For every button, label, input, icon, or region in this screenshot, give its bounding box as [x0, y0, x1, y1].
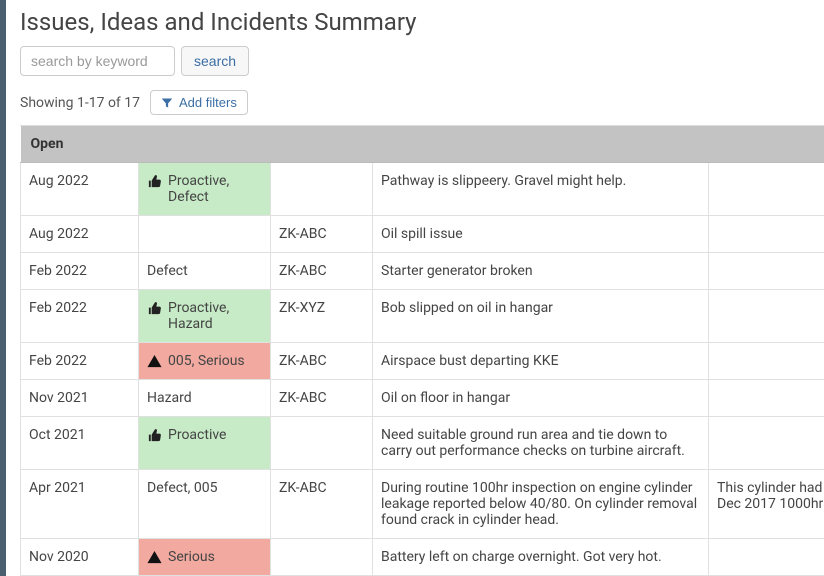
cell-tag: 005, Serious	[139, 343, 271, 380]
table-row[interactable]: Aug 2022 ZK-ABCOil spill issue	[21, 216, 824, 253]
cell-note	[709, 163, 824, 216]
cell-description: Airspace bust departing KKE	[373, 343, 709, 380]
page-title: Issues, Ideas and Incidents Summary	[20, 8, 824, 36]
table-row[interactable]: Feb 2022 005, Serious ZK-ABCAirspace bust …	[21, 343, 824, 380]
cell-registration: ZK-ABC	[271, 253, 373, 290]
cell-note	[709, 290, 824, 343]
cell-description: During routine 100hr inspection on engin…	[373, 470, 709, 539]
tag-text: Proactive	[168, 427, 226, 443]
cell-date: Oct 2021	[21, 417, 139, 470]
cell-tag: Proactive, Hazard	[139, 290, 271, 343]
thumbs-up-icon	[147, 174, 162, 189]
showing-text: Showing 1-17 of 17	[20, 95, 140, 111]
tag-text: 005, Serious	[168, 353, 245, 369]
table-row[interactable]: Nov 2020Serious Battery left on charge ov…	[21, 539, 824, 576]
group-header: Open	[21, 126, 824, 163]
cell-description: Oil on floor in hangar	[373, 380, 709, 417]
page: Issues, Ideas and Incidents Summary sear…	[6, 0, 824, 576]
cell-date: Feb 2022	[21, 253, 139, 290]
table-row[interactable]: Feb 2022 Proactive, Hazard ZK-XYZBob slipp…	[21, 290, 824, 343]
cell-registration: ZK-ABC	[271, 470, 373, 539]
cell-date: Feb 2022	[21, 343, 139, 380]
table-row[interactable]: Feb 2022 Defect ZK-ABCStarter generator br…	[21, 253, 824, 290]
filter-icon	[161, 97, 173, 109]
table-row[interactable]: Oct 2021 Proactive Need suitable ground ru…	[21, 417, 824, 470]
cell-tag: Proactive, Defect	[139, 163, 271, 216]
thumbs-up-icon	[147, 428, 162, 443]
cell-registration	[271, 163, 373, 216]
cell-tag	[139, 216, 271, 253]
search-button[interactable]: search	[181, 46, 249, 76]
thumbs-up-icon	[147, 301, 162, 316]
search-input[interactable]	[20, 46, 175, 76]
cell-registration: ZK-ABC	[271, 216, 373, 253]
cell-description: Need suitable ground run area and tie do…	[373, 417, 709, 470]
cell-registration: ZK-ABC	[271, 343, 373, 380]
cell-tag: Defect, 005	[139, 470, 271, 539]
cell-note: This cylinder had b and fitted Dec 2017 …	[709, 470, 824, 539]
cell-date: Aug 2022	[21, 163, 139, 216]
cell-tag: Defect	[139, 253, 271, 290]
cell-tag: Serious	[139, 539, 271, 576]
cell-tag: Proactive	[139, 417, 271, 470]
cell-note	[709, 380, 824, 417]
cell-date: Feb 2022	[21, 290, 139, 343]
cell-note	[709, 253, 824, 290]
search-row: search	[20, 46, 824, 76]
issues-table: Open Aug 2022 Proactive, Defect Pathway is…	[20, 125, 824, 576]
cell-note	[709, 539, 824, 576]
table-row[interactable]: Nov 2021 Hazard ZK-ABCOil on floor in hang…	[21, 380, 824, 417]
cell-note	[709, 343, 824, 380]
cell-description: Oil spill issue	[373, 216, 709, 253]
add-filters-button[interactable]: Add filters	[150, 90, 248, 115]
showing-row: Showing 1-17 of 17 Add filters	[20, 90, 824, 115]
table-row[interactable]: Apr 2021 Defect, 005 ZK-ABCDuring routine …	[21, 470, 824, 539]
cell-note	[709, 216, 824, 253]
add-filters-label: Add filters	[179, 95, 237, 110]
warning-icon	[147, 354, 162, 369]
tag-text: Defect, 005	[147, 480, 217, 496]
cell-description: Bob slipped on oil in hangar	[373, 290, 709, 343]
tag-text: Proactive, Defect	[168, 173, 262, 205]
cell-registration: ZK-ABC	[271, 380, 373, 417]
cell-date: Apr 2021	[21, 470, 139, 539]
cell-date: Nov 2021	[21, 380, 139, 417]
tag-text: Hazard	[147, 390, 192, 406]
tag-text: Defect	[147, 263, 188, 279]
cell-date: Nov 2020	[21, 539, 139, 576]
cell-registration	[271, 539, 373, 576]
cell-description: Pathway is slippeery. Gravel might help.	[373, 163, 709, 216]
cell-description: Starter generator broken	[373, 253, 709, 290]
cell-description: Battery left on charge overnight. Got ve…	[373, 539, 709, 576]
cell-date: Aug 2022	[21, 216, 139, 253]
tag-text: Proactive, Hazard	[168, 300, 262, 332]
cell-registration: ZK-XYZ	[271, 290, 373, 343]
cell-tag: Hazard	[139, 380, 271, 417]
cell-registration	[271, 417, 373, 470]
table-row[interactable]: Aug 2022 Proactive, Defect Pathway is slip…	[21, 163, 824, 216]
cell-note	[709, 417, 824, 470]
